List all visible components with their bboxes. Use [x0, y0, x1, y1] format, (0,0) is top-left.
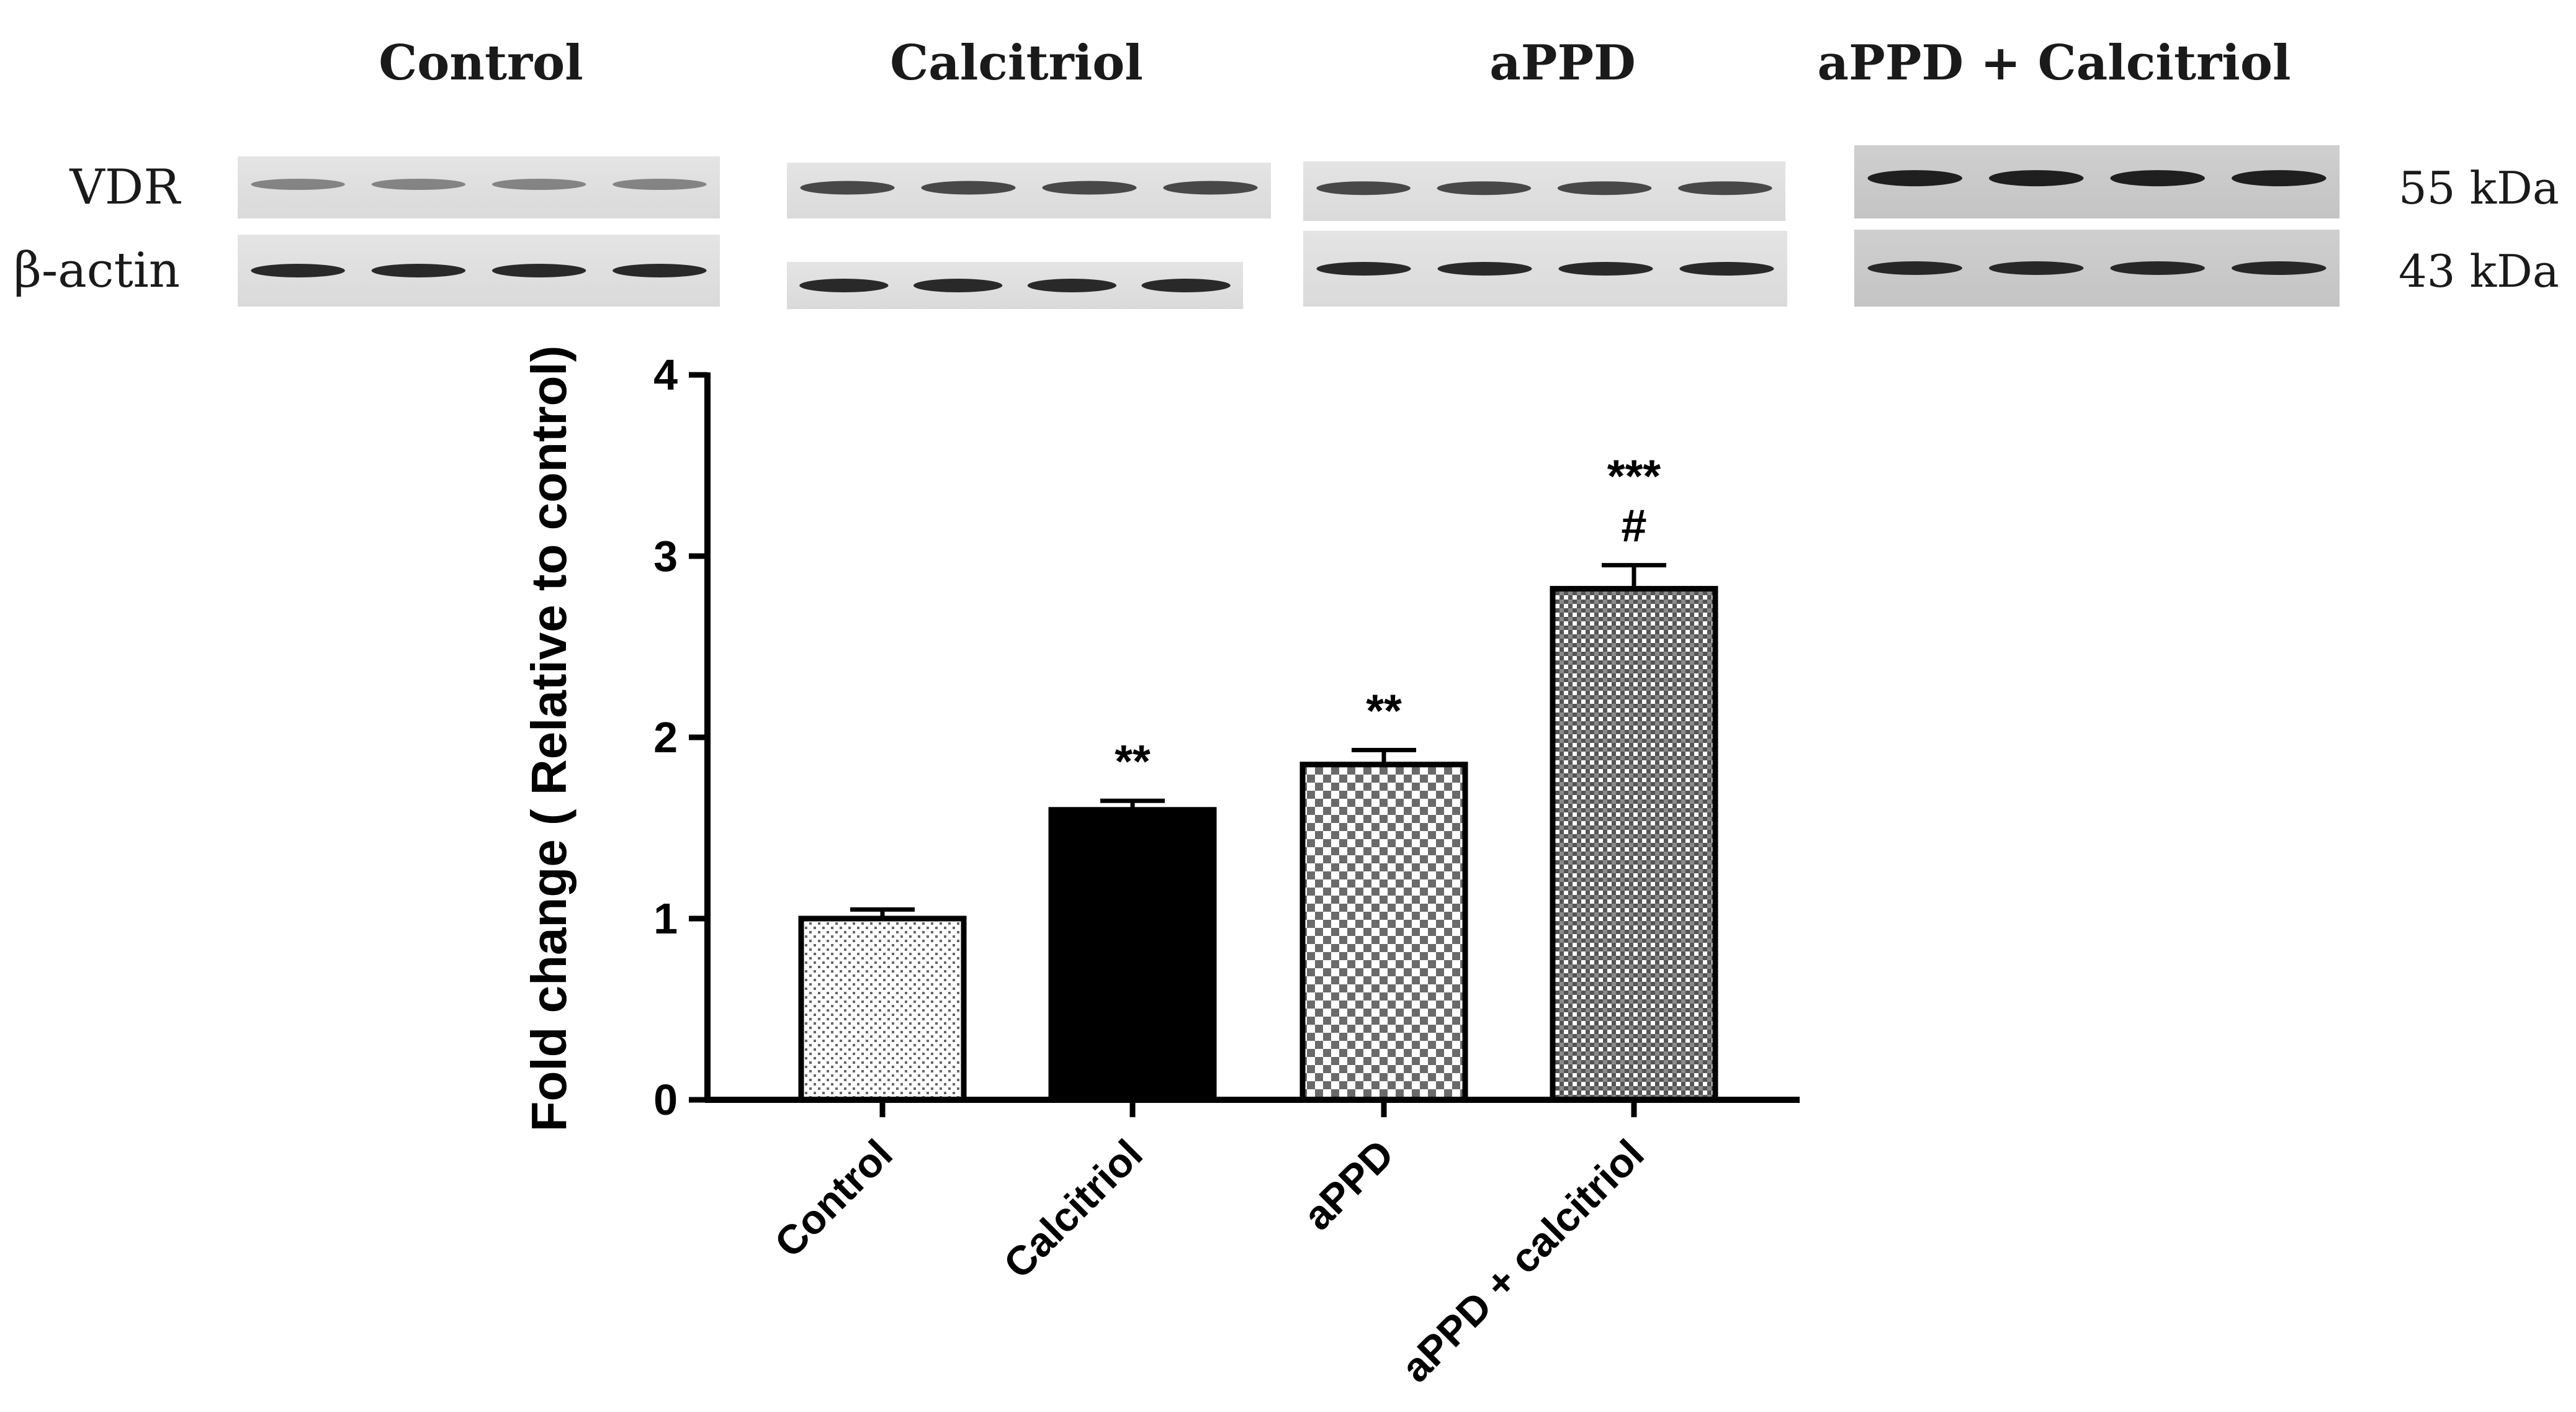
blot-band	[1989, 261, 2084, 275]
y-axis-title: Fold change ( Relative to control)	[521, 346, 577, 1132]
blot-band	[613, 179, 707, 190]
blot-band	[1679, 262, 1774, 276]
bar-1	[798, 915, 967, 1103]
blot-membrane-strip	[238, 156, 720, 218]
blot-group-title-appd-calcitriol: aPPD + Calcitriol	[1818, 35, 2291, 91]
bar-4	[1550, 586, 1718, 1103]
x-tick-label: Control	[766, 1131, 901, 1266]
blot-band	[2232, 170, 2327, 187]
y-tick-label: 3	[653, 532, 678, 580]
blot-band	[1437, 262, 1532, 276]
blot-row-label-vdr: VDR	[69, 160, 181, 215]
blot-band	[1042, 181, 1137, 195]
blot-band	[613, 264, 707, 277]
blot-group-title-appd: aPPD	[1489, 35, 1636, 91]
blot-band	[921, 181, 1016, 195]
blot-row-label-beta-actin: β-actin	[14, 243, 180, 299]
blot-band	[251, 179, 345, 190]
significance-label-4: ***	[1607, 451, 1661, 502]
blot-band	[2232, 261, 2327, 275]
blot-band	[799, 279, 889, 292]
bar-3	[1299, 762, 1468, 1103]
blot-band	[800, 181, 895, 195]
y-tick-label: 0	[653, 1076, 678, 1124]
blot-group-title-calcitriol: Calcitriol	[890, 35, 1143, 91]
blot-group-title-control: Control	[379, 35, 583, 91]
blot-band	[1867, 170, 1962, 187]
western-blot-panel: Control Calcitriol aPPD aPPD + Calcitrio…	[14, 35, 2559, 309]
blot-band	[1867, 261, 1962, 275]
blot-band	[1678, 181, 1772, 196]
blot-band	[913, 279, 1003, 292]
blot-band	[1141, 279, 1231, 292]
blot-band	[371, 179, 466, 190]
blot-band	[1316, 181, 1411, 196]
blot-band	[1437, 181, 1532, 196]
blot-band	[2110, 170, 2205, 187]
blot-kda-label-vdr: 55 kDa	[2399, 162, 2559, 214]
blot-band	[1989, 170, 2084, 187]
blot-band	[1557, 181, 1652, 196]
x-tick-label: aPPD	[1295, 1131, 1402, 1239]
x-tick-label: aPPD + calcitriol	[1393, 1131, 1653, 1391]
blot-band	[1163, 181, 1258, 195]
y-tick-label: 2	[653, 713, 678, 762]
y-tick-label: 1	[653, 894, 678, 943]
blot-band	[2110, 261, 2205, 275]
y-tick-label: 4	[653, 351, 678, 399]
significance-label-4: #	[1621, 500, 1646, 552]
blot-band	[1316, 262, 1411, 276]
blot-band	[1558, 262, 1653, 276]
bar-chart: Fold change ( Relative to control) ** ** #…	[521, 346, 1800, 1391]
blot-band	[371, 264, 466, 277]
blot-kda-label-beta-actin: 43 kDa	[2399, 245, 2559, 297]
significance-label-2: **	[1115, 735, 1151, 787]
blot-band	[1027, 279, 1117, 292]
x-tick-label: Calcitriol	[995, 1131, 1151, 1287]
blot-band	[491, 179, 586, 190]
blot-band	[491, 264, 586, 277]
significance-label-3: **	[1366, 685, 1402, 736]
bar-2	[1048, 807, 1217, 1103]
blot-band	[251, 264, 345, 277]
